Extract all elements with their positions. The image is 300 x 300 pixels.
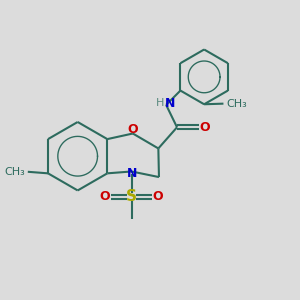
Text: H: H (156, 98, 164, 108)
Text: O: O (128, 123, 138, 136)
Text: CH₃: CH₃ (4, 167, 25, 177)
Text: S: S (126, 190, 137, 205)
Text: O: O (100, 190, 110, 203)
Text: N: N (127, 167, 137, 179)
Text: CH₃: CH₃ (226, 99, 247, 109)
Text: O: O (153, 190, 163, 203)
Text: O: O (200, 121, 210, 134)
Text: N: N (165, 97, 175, 110)
